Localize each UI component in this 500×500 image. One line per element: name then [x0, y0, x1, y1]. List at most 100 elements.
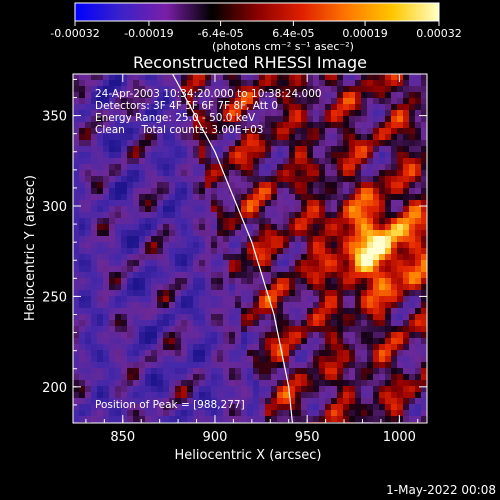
heatmap-cell	[145, 212, 152, 219]
heatmap-cell	[235, 404, 242, 411]
heatmap-cell	[163, 266, 170, 273]
heatmap-cell	[313, 242, 320, 249]
heatmap-cell	[169, 200, 176, 207]
heatmap-cell	[103, 212, 110, 219]
heatmap-cell	[157, 326, 164, 333]
heatmap-cell	[127, 386, 134, 393]
heatmap-cell	[187, 410, 194, 417]
heatmap-cell	[379, 182, 386, 189]
heatmap-cell	[79, 410, 86, 417]
heatmap-cell	[163, 350, 170, 357]
heatmap-cell	[235, 284, 242, 291]
heatmap-cell	[91, 170, 98, 177]
heatmap-cell	[361, 290, 368, 297]
heatmap-cell	[157, 278, 164, 285]
heatmap-cell	[103, 170, 110, 177]
heatmap-cell	[241, 110, 248, 117]
heatmap-cell	[91, 80, 98, 87]
heatmap-cell	[337, 302, 344, 309]
heatmap-cell	[79, 332, 86, 339]
heatmap-cell	[157, 116, 164, 123]
heatmap-cell	[337, 410, 344, 417]
heatmap-cell	[325, 92, 332, 99]
heatmap-cell	[91, 86, 98, 93]
heatmap-cell	[205, 200, 212, 207]
heatmap-cell	[175, 398, 182, 405]
heatmap-cell	[271, 218, 278, 225]
heatmap-cell	[241, 374, 248, 381]
heatmap-cell	[295, 410, 302, 417]
heatmap-cell	[343, 296, 350, 303]
heatmap-cell	[355, 116, 362, 123]
heatmap-cell	[187, 248, 194, 255]
heatmap-cell	[319, 386, 326, 393]
heatmap-cell	[421, 146, 427, 153]
heatmap-cell	[223, 266, 230, 273]
heatmap-cell	[265, 404, 272, 411]
heatmap-cell	[397, 188, 404, 195]
heatmap-cell	[115, 116, 122, 123]
heatmap-cell	[391, 146, 398, 153]
heatmap-cell	[133, 290, 140, 297]
heatmap-cell	[313, 410, 320, 417]
heatmap-cell	[283, 74, 290, 81]
heatmap-cell	[403, 398, 410, 405]
heatmap-cell	[265, 212, 272, 219]
heatmap-cell	[307, 392, 314, 399]
heatmap-cell	[355, 80, 362, 87]
heatmap-cell	[307, 320, 314, 327]
heatmap-cell	[235, 236, 242, 243]
heatmap-cell	[91, 362, 98, 369]
heatmap-cell	[139, 92, 146, 99]
heatmap-cell	[151, 200, 158, 207]
heatmap-cell	[289, 242, 296, 249]
heatmap-cell	[79, 404, 86, 411]
heatmap-cell	[259, 392, 266, 399]
heatmap-cell	[109, 302, 116, 309]
heatmap-cell	[223, 80, 230, 87]
heatmap-cell	[91, 218, 98, 225]
heatmap-cell	[121, 212, 128, 219]
heatmap-cell	[223, 398, 230, 405]
heatmap-cell	[187, 290, 194, 297]
heatmap-cell	[85, 176, 92, 183]
heatmap-cell	[361, 368, 368, 375]
colorbar: -0.00032 -0.00019 -6.4e-05 6.4e-05 0.00019 0.…	[50, 2, 462, 53]
heatmap-cell	[199, 266, 206, 273]
heatmap-cell	[157, 248, 164, 255]
heatmap-cell	[163, 338, 170, 345]
heatmap-cell	[367, 218, 374, 225]
heatmap-cell	[403, 404, 410, 411]
heatmap-cell	[283, 212, 290, 219]
heatmap-cell	[85, 278, 92, 285]
heatmap-cell	[373, 128, 380, 135]
heatmap-cell	[349, 86, 356, 93]
heatmap-cell	[271, 362, 278, 369]
heatmap-cell	[247, 92, 254, 99]
heatmap-cell	[181, 110, 188, 117]
heatmap-cell	[235, 104, 242, 111]
heatmap-cell	[91, 374, 98, 381]
heatmap-cell	[115, 296, 122, 303]
heatmap-cell	[421, 242, 427, 249]
heatmap-cell	[169, 260, 176, 267]
heatmap-cell	[403, 158, 410, 165]
heatmap-cell	[373, 176, 380, 183]
heatmap-cell	[277, 284, 284, 291]
heatmap-cell	[301, 284, 308, 291]
heatmap-cell	[253, 104, 260, 111]
heatmap-cell	[385, 224, 392, 231]
heatmap-cell	[325, 206, 332, 213]
heatmap-cell	[367, 110, 374, 117]
heatmap-cell	[373, 332, 380, 339]
heatmap-cell	[217, 398, 224, 405]
heatmap-cell	[391, 254, 398, 261]
heatmap-cell	[109, 386, 116, 393]
heatmap-cell	[241, 182, 248, 189]
heatmap-cell	[385, 182, 392, 189]
heatmap-cell	[85, 206, 92, 213]
heatmap-cell	[403, 188, 410, 195]
heatmap-cell	[331, 272, 338, 279]
heatmap-cell	[109, 404, 116, 411]
heatmap-cell	[331, 134, 338, 141]
